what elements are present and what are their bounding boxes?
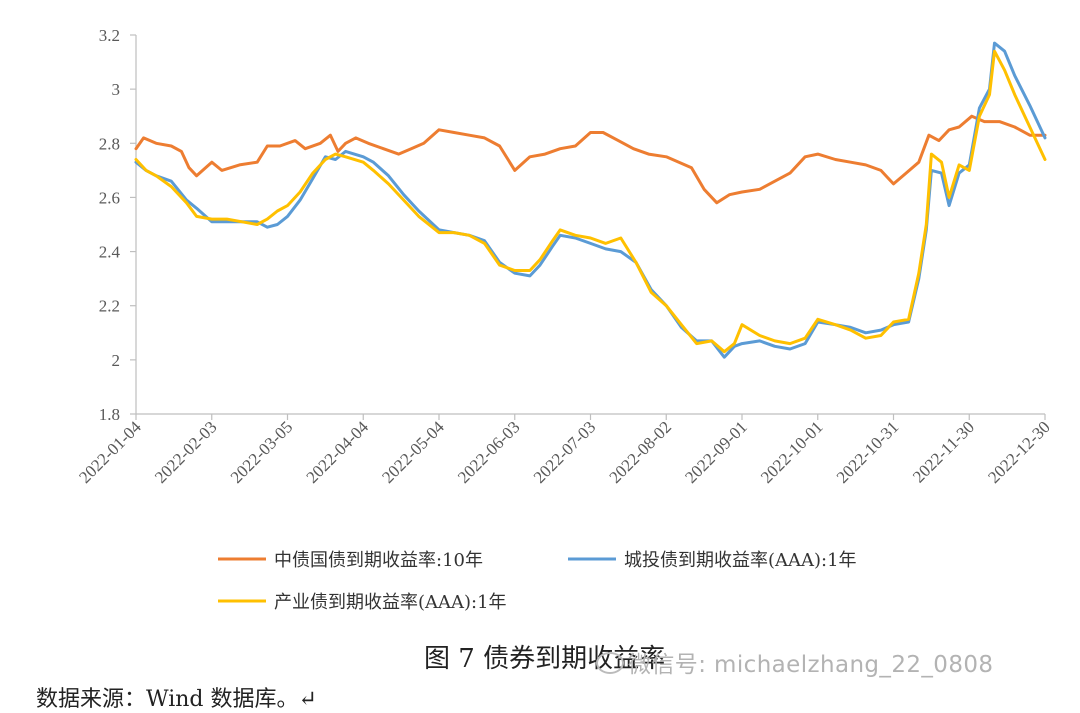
x-tick-label: 2022-04-04 xyxy=(303,417,373,487)
source-note: 数据来源：Wind 数据库。↵ xyxy=(36,687,317,712)
y-tick-label: 2.8 xyxy=(99,134,120,153)
x-tick-label: 2022-02-03 xyxy=(151,417,221,487)
plot-area xyxy=(134,41,1047,359)
y-tick-label: 3.2 xyxy=(99,26,120,45)
y-tick-label: 2.6 xyxy=(99,188,120,207)
figure-caption: 图 7 债券到期收益率 xyxy=(424,644,666,674)
x-tick-label: 2022-11-30 xyxy=(909,417,978,486)
x-tick-label: 2022-06-03 xyxy=(454,417,524,487)
y-tick-label: 3 xyxy=(112,80,121,99)
x-tick-label: 2022-03-05 xyxy=(227,417,297,487)
x-tick-label: 2022-10-01 xyxy=(757,417,827,487)
watermark: 微信号: michaelzhang_22_0808 xyxy=(596,645,993,679)
x-tick-label: 2022-07-03 xyxy=(530,417,600,487)
watermark-text: 微信号: michaelzhang_22_0808 xyxy=(628,652,994,678)
y-tick-label: 2.4 xyxy=(99,243,121,262)
y-tick-label: 2.2 xyxy=(99,297,120,316)
series-line-3 xyxy=(134,49,1047,354)
x-tick-label: 2022-12-30 xyxy=(984,417,1054,487)
x-axis: 2022-01-04 2022-02-03 2022-03-05 2022-04-04… xyxy=(75,413,1054,487)
wechat-icon xyxy=(596,652,624,674)
chart-legend: 中债国债到期收益率:10年 城投债到期收益率(AAA):1年产业债到期收益率(AA… xyxy=(218,550,857,613)
x-tick-label: 2022-01-04 xyxy=(75,417,145,487)
series-line-2 xyxy=(134,41,1047,359)
x-tick-label: 2022-09-01 xyxy=(681,417,751,487)
x-tick-label: 2022-05-04 xyxy=(378,417,448,487)
legend-label-3: 产业债到期收益率(AAA):1年 xyxy=(274,592,507,613)
x-tick-label: 2022-10-31 xyxy=(833,417,903,487)
legend-label-1: 中债国债到期收益率:10年 xyxy=(274,550,483,571)
y-axis: 3.2 3 2.8 2.6 2.4 2.2 2 1.8 xyxy=(99,26,137,424)
y-tick-label: 2 xyxy=(112,351,121,370)
y-tick-label: 1.8 xyxy=(99,405,120,424)
series-line-1 xyxy=(134,114,1047,205)
legend-label-2: 城投债到期收益率(AAA):1年 xyxy=(624,550,857,571)
x-tick-label: 2022-08-02 xyxy=(606,417,676,487)
